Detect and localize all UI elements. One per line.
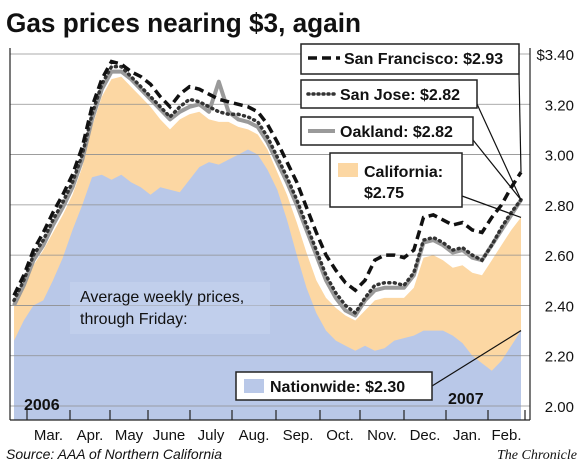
leader-california (461, 195, 522, 218)
x-tick-label: Oct. (326, 427, 354, 444)
series-lines (12, 59, 523, 318)
tick-layer: 2.00 2.20 2.40 2.60 2.80 3.00 3.20 $3.40 Mar. Apr… (26, 47, 574, 444)
annotation-line-2: through Friday: (80, 311, 188, 328)
x-tick-label: Nov. (367, 427, 397, 444)
source-note: Source: AAA of Northern California (6, 446, 222, 462)
x-tick-label: Mar. (34, 427, 63, 444)
y-tick-label: 3.00 (545, 148, 574, 165)
year-label-2007: 2007 (448, 391, 484, 408)
year-label-2006: 2006 (24, 397, 60, 414)
leader-san-jose (476, 103, 522, 201)
legend-california-label-line1: California: (364, 164, 443, 181)
legend-nationwide-box (235, 371, 433, 401)
chart-title: Gas prices nearing $3, again (6, 8, 361, 38)
legend-san-jose-label: San Jose: $2.82 (340, 87, 460, 104)
legend-san-francisco: San Francisco: $2.93 (300, 43, 520, 75)
x-tick-label: Sep. (283, 427, 314, 444)
legend-oakland: Oakland: $2.82 (300, 116, 474, 146)
legend-san-jose: San Jose: $2.82 (300, 79, 478, 109)
x-tick-label: Feb. (491, 427, 521, 444)
leader-oakland (472, 139, 522, 201)
x-tick-label: June (153, 427, 186, 444)
legend-san-francisco-label: San Francisco: $2.93 (344, 51, 503, 68)
legend-nationwide: Nationwide: $2.30 (235, 371, 433, 401)
y-tick-label: $3.40 (536, 47, 574, 64)
legend-california-swatch (338, 163, 358, 177)
annotation-line-1: Average weekly prices, (80, 289, 244, 306)
leader-nationwide (431, 330, 522, 387)
legend-nationwide-label: Nationwide: $2.30 (270, 379, 405, 396)
x-tick-label: Aug. (239, 427, 270, 444)
annotation-box (70, 282, 270, 334)
x-tick-label: July (198, 427, 225, 444)
leader-san-francisco (518, 73, 522, 173)
y-tick-label: 2.00 (545, 399, 574, 416)
credit: The Chronicle (497, 448, 577, 463)
y-tick-label: 2.60 (545, 248, 574, 265)
x-tick-label: Dec. (410, 427, 441, 444)
y-tick-label: 3.20 (545, 97, 574, 114)
x-tick-label: Jan. (453, 427, 481, 444)
leader-lines (431, 73, 522, 387)
x-tick-label: Apr. (77, 427, 104, 444)
legend-california: California: $2.75 (329, 152, 463, 208)
legend-california-label-line2: $2.75 (364, 185, 404, 202)
legend-nationwide-swatch (244, 379, 264, 393)
legend-oakland-label: Oakland: $2.82 (340, 124, 453, 141)
y-tick-label: 2.20 (545, 349, 574, 366)
y-tick-label: 2.40 (545, 298, 574, 315)
y-tick-label: 2.80 (545, 198, 574, 215)
legend-california-box (329, 152, 463, 208)
san-francisco-line (12, 59, 523, 297)
x-tick-label: May (115, 427, 144, 444)
san-jose-line (12, 64, 523, 316)
annotation-text: Average weekly prices, through Friday: (80, 289, 249, 328)
